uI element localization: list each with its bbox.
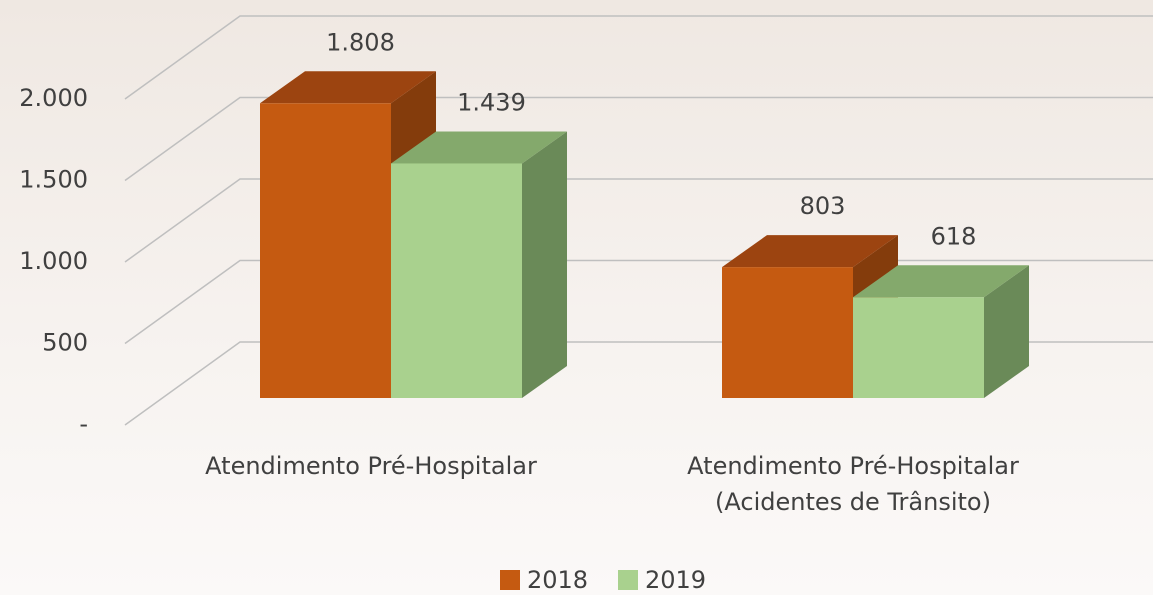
legend-label: 2018 (527, 566, 588, 594)
y-tick-label: 1.500 (19, 166, 88, 194)
bar (260, 103, 391, 399)
x-tick-label: Atendimento Pré-Hospitalar (687, 452, 1019, 480)
bar-side (984, 265, 1029, 398)
y-tick-label: 1.000 (19, 247, 88, 275)
value-label: 1.439 (457, 88, 526, 116)
bar-side (522, 131, 567, 398)
bar-top (853, 265, 1029, 298)
y-tick-label: 2.000 (19, 84, 88, 112)
value-label: 618 (931, 222, 977, 250)
legend-swatch (618, 570, 638, 590)
x-tick-label: Atendimento Pré-Hospitalar (205, 452, 537, 480)
grid-line (124, 96, 1153, 182)
legend-swatch (500, 570, 520, 590)
grid-line (124, 178, 1153, 263)
bar-top (260, 71, 436, 104)
x-tick-label: (Acidentes de Trânsito) (715, 488, 991, 516)
legend-label: 2019 (645, 566, 706, 594)
bar (853, 297, 984, 398)
bar (391, 163, 522, 398)
grid-line (124, 15, 1153, 100)
bar (722, 267, 853, 398)
value-label: 803 (800, 192, 846, 220)
bar-top (391, 131, 567, 164)
y-tick-label: - (79, 410, 88, 438)
y-tick-label: 500 (42, 329, 88, 357)
value-label: 1.808 (326, 28, 395, 56)
bar-top (722, 235, 898, 268)
